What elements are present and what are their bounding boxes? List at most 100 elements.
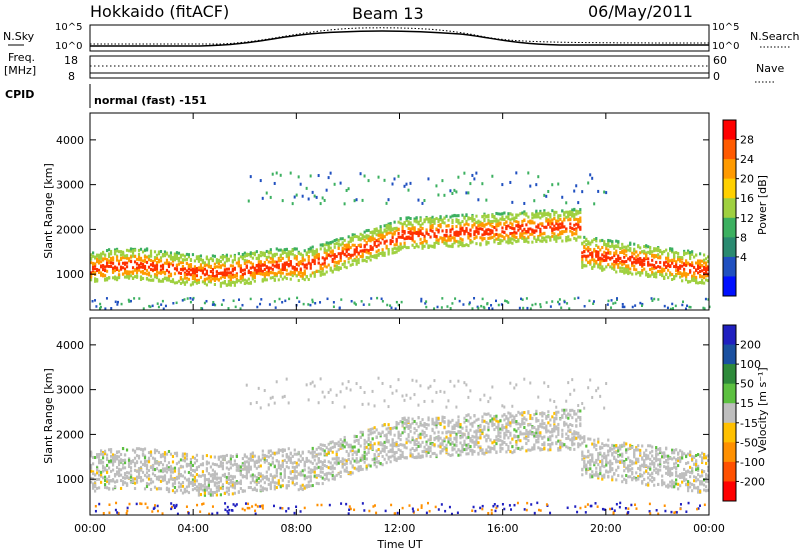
echo-cell	[523, 210, 526, 214]
echo-cell	[439, 436, 442, 440]
echo-cell	[273, 300, 276, 303]
echo-cell	[257, 476, 260, 480]
echo-cell	[555, 239, 558, 243]
echo-cell	[125, 270, 129, 274]
echo-cell	[155, 261, 159, 265]
echo-cell	[141, 448, 145, 452]
echo-cell	[219, 281, 222, 285]
echo-cell	[367, 463, 370, 467]
echo-cell	[351, 259, 354, 263]
echo-cell	[145, 475, 149, 479]
echo-cell	[417, 245, 420, 249]
echo-cell	[503, 236, 506, 240]
echo-cell	[319, 447, 322, 451]
echo-cell	[177, 476, 181, 480]
echo-cell	[675, 260, 678, 264]
echo-cell	[147, 271, 151, 275]
echo-cell	[241, 457, 244, 461]
echo-cell	[455, 230, 458, 234]
echo-cell	[195, 255, 199, 259]
echo-cell	[427, 448, 430, 452]
echo-cell	[103, 475, 107, 479]
echo-cell	[365, 234, 368, 238]
echo-cell	[509, 232, 512, 236]
echo-cell	[361, 237, 364, 241]
echo-cell	[333, 267, 336, 271]
echo-cell	[375, 250, 378, 254]
echo-cell	[539, 230, 542, 234]
echo-cell	[97, 477, 101, 481]
echo-cell	[183, 459, 187, 463]
echo-cell	[257, 267, 260, 271]
echo-cell	[309, 262, 312, 266]
echo-cell	[607, 256, 610, 260]
echo-cell	[103, 479, 107, 483]
echo-cell	[169, 255, 173, 259]
echo-cell	[281, 256, 284, 260]
echo-cell	[213, 278, 216, 282]
echo-cell	[637, 260, 640, 264]
echo-cell	[221, 485, 224, 489]
echo-cell	[303, 258, 306, 262]
echo-cell	[181, 299, 184, 302]
echo-cell	[329, 388, 332, 392]
echo-cell	[279, 254, 282, 258]
echo-cell	[411, 227, 414, 231]
echo-cell	[205, 263, 209, 267]
echo-cell	[329, 246, 332, 250]
echo-cell	[569, 238, 572, 242]
echo-cell	[437, 444, 440, 448]
echo-cell	[237, 466, 240, 470]
freq-left-tick-top: 18	[64, 54, 78, 67]
echo-cell	[607, 299, 610, 303]
echo-cell	[361, 233, 364, 237]
echo-cell	[241, 475, 244, 479]
echo-cell	[145, 260, 149, 264]
echo-cell	[375, 245, 378, 249]
echo-cell	[143, 267, 147, 271]
echo-cell	[273, 465, 276, 469]
echo-cell	[387, 450, 390, 454]
echo-cell	[385, 232, 388, 236]
echo-cell	[639, 271, 642, 275]
echo-cell	[453, 241, 456, 245]
echo-cell	[383, 399, 386, 403]
echo-cell	[429, 442, 432, 446]
echo-cell	[679, 256, 682, 260]
echo-cell	[545, 213, 548, 217]
echo-cell	[101, 460, 105, 464]
echo-cell	[567, 218, 570, 222]
echo-cell	[205, 277, 209, 281]
echo-cell	[471, 421, 474, 425]
echo-cell	[393, 177, 396, 181]
echo-cell	[293, 468, 296, 472]
echo-cell	[185, 489, 189, 493]
echo-cell	[513, 232, 516, 236]
echo-cell	[407, 427, 410, 431]
echo-cell	[337, 242, 340, 246]
echo-cell	[193, 469, 197, 473]
echo-cell	[545, 301, 548, 304]
echo-cell	[327, 390, 330, 394]
echo-cell	[383, 457, 386, 461]
echo-cell	[263, 475, 266, 479]
echo-cell	[557, 224, 560, 228]
echo-cell	[437, 229, 440, 233]
echo-cell	[421, 226, 424, 230]
echo-cell	[281, 459, 284, 463]
colorbar-swatch	[723, 237, 736, 258]
echo-cell	[601, 257, 604, 261]
echo-cell	[251, 455, 254, 459]
echo-cell	[579, 211, 582, 215]
echo-cell	[359, 456, 362, 460]
echo-cell	[545, 235, 548, 239]
echo-cell	[487, 236, 490, 240]
echo-cell	[379, 225, 382, 229]
echo-cell	[655, 275, 658, 279]
echo-cell	[595, 254, 598, 258]
echo-cell	[671, 277, 674, 281]
echo-cell	[409, 217, 412, 221]
echo-cell	[679, 271, 682, 275]
echo-cell	[455, 225, 458, 229]
echo-cell	[367, 443, 370, 447]
